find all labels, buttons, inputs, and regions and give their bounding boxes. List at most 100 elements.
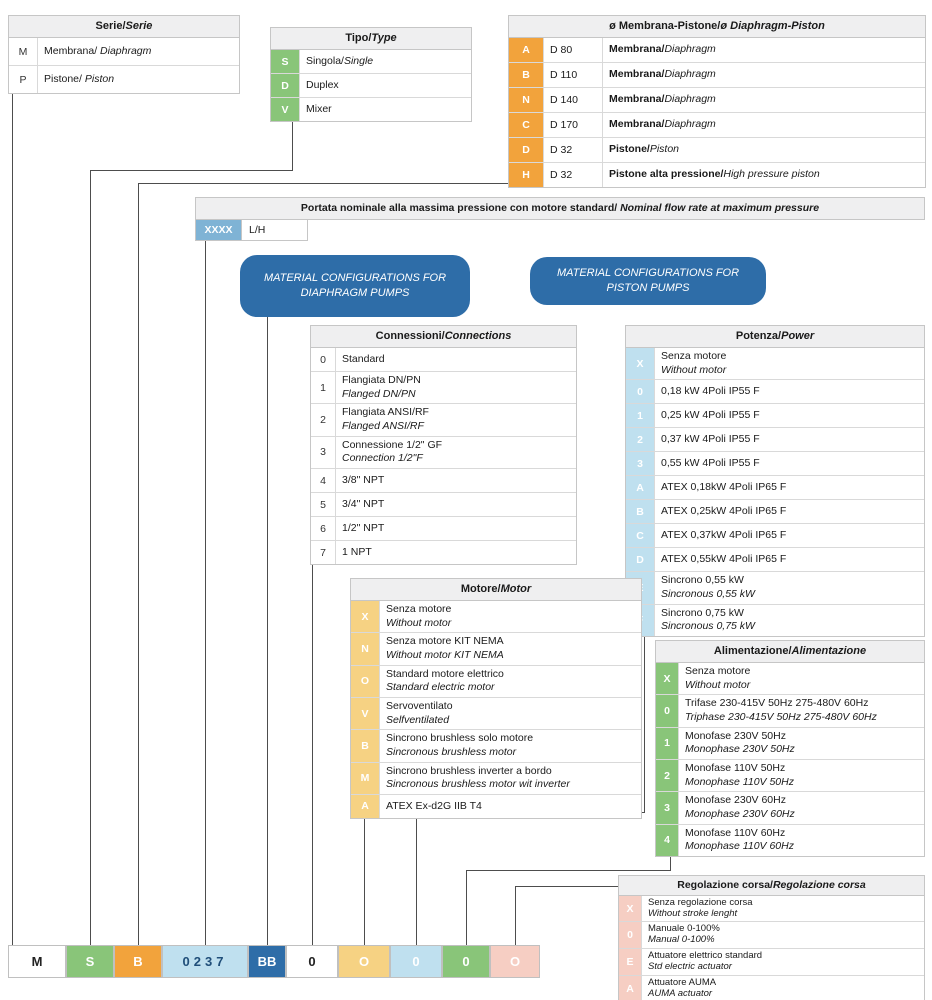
table-row: 0 Manuale 0-100% Manual 0-100% xyxy=(619,921,924,949)
description-cell: 3/4" NPT xyxy=(342,497,385,510)
table-row: V Servoventilato Selfventilated xyxy=(351,697,641,730)
example-code-stroke: O xyxy=(490,945,540,978)
header-text-en: Connections xyxy=(444,330,512,342)
connector-tipo-vertical xyxy=(90,170,91,945)
code-cell: 0 xyxy=(626,380,655,404)
table-row: A ATEX Ex-d2G IIB T4 xyxy=(351,793,641,818)
description-cell: Mixer xyxy=(306,102,332,115)
table-row: C ATEX 0,37kW 4Poli IP65 F xyxy=(626,523,924,548)
header-text-it: Alimentazione/ xyxy=(713,645,792,657)
table-row: A D 80 Membrana/Diaphragm xyxy=(509,38,925,63)
power-supply-table: Alimentazione/Alimentazione X Senza moto… xyxy=(655,640,925,857)
description-cell: Membrana/ Diaphragm xyxy=(44,44,152,57)
connector-potenza-drop xyxy=(644,612,645,813)
description-cell: Pistone/Piston xyxy=(609,143,680,156)
description-cell: 1 NPT xyxy=(342,545,372,558)
motor-table-header: Motore/Motor xyxy=(351,579,641,602)
table-row: S Singola/Single xyxy=(271,50,471,74)
header-text-it: ø Membrana-Pistone/ xyxy=(609,20,721,32)
table-row: 1 Flangiata DN/PN Flanged DN/PN xyxy=(311,371,576,404)
description-cell: Membrana/Diaphragm xyxy=(609,93,716,106)
table-row: 1 0,25 kW 4Poli IP55 F xyxy=(626,403,924,428)
flow-rate-row: XXXX L/H xyxy=(195,219,925,241)
code-cell: 1 xyxy=(656,727,679,760)
table-row: X Senza regolazione corsa Without stroke… xyxy=(619,895,924,922)
description-cell: 0,37 kW 4Poli IP55 F xyxy=(661,433,760,446)
diaphragm-material-callout: MATERIAL CONFIGURATIONS FOR DIAPHRAGM PU… xyxy=(240,255,470,317)
description-cell: Singola/Single xyxy=(306,54,374,67)
connector-connessioni xyxy=(312,535,313,945)
table-row: H D 32 Pistone alta pressione/High press… xyxy=(509,162,925,188)
table-row: X Senza motore Without motor xyxy=(626,348,924,380)
code-cell: X xyxy=(619,895,642,922)
table-row: 2 0,37 kW 4Poli IP55 F xyxy=(626,427,924,452)
serie-table-header: Serie/Serie xyxy=(9,16,239,39)
code-cell: O xyxy=(351,665,380,698)
code-cell: X xyxy=(351,601,380,633)
piston-material-callout: MATERIAL CONFIGURATIONS FOR PISTON PUMPS xyxy=(530,257,766,305)
description-cell: Servoventilato Selfventilated xyxy=(386,700,453,726)
code-cell: D xyxy=(509,138,544,163)
header-text-it: Motore/ xyxy=(460,583,501,595)
connector-material-config xyxy=(267,295,268,945)
flow-rate-header: Portata nominale alla massima pressione … xyxy=(195,197,925,220)
code-cell: 2 xyxy=(311,404,336,436)
description-cell: Senza motore Without motor xyxy=(661,350,727,376)
header-text-en: Alimentazione xyxy=(791,645,867,657)
header-text-it: Tipo/ xyxy=(345,32,372,44)
example-code-material: BB xyxy=(248,945,286,978)
example-code-power: 0 xyxy=(390,945,442,978)
serie-table: Serie/Serie M Membrana/ Diaphragm P Pist… xyxy=(8,15,240,95)
connector-motore xyxy=(364,790,365,945)
description-cell: Senza motore Without motor xyxy=(386,603,452,629)
connector-regolazione-vertical xyxy=(515,886,516,945)
table-row: C D 170 Membrana/Diaphragm xyxy=(509,112,925,138)
code-cell: 7 xyxy=(311,541,336,565)
table-row: A Attuatore AUMA AUMA actuator xyxy=(619,975,924,1000)
table-row: 4 Monofase 110V 60Hz Monophase 110V 60Hz xyxy=(656,823,924,856)
description-cell: Connessione 1/2" GF Connection 1/2"F xyxy=(342,438,443,465)
code-cell: X xyxy=(656,663,679,695)
table-row: X Senza motore Without motor xyxy=(656,663,924,695)
description-cell: Flangiata ANSI/RF Flanged ANSI/RF xyxy=(342,406,429,433)
diaphragm-piston-table-header: ø Membrana-Pistone/ø Diaphragm-Piston xyxy=(509,16,925,39)
power-table: Potenza/Power X Senza motore Without mot… xyxy=(625,325,925,638)
table-row: N Senza motore KIT NEMA Without motor KI… xyxy=(351,632,641,665)
connector-tipo-horizontal xyxy=(90,170,293,171)
tipo-table-header: Tipo/Type xyxy=(271,28,471,51)
description-cell: Attuatore elettrico standard Std electri… xyxy=(648,950,763,973)
table-row: 4 3/8" NPT xyxy=(311,468,576,493)
table-row: 0 0,18 kW 4Poli IP55 F xyxy=(626,379,924,404)
table-row: A ATEX 0,18kW 4Poli IP65 F xyxy=(626,475,924,500)
code-cell: V xyxy=(351,698,380,730)
description-cell: Sincrono 0,75 kW Sincronous 0,75 kW xyxy=(661,606,755,633)
tipo-table: Tipo/Type S Singola/Single D Duplex V Mi… xyxy=(270,27,472,123)
table-row: M Sincrono brushless inverter a bordo Si… xyxy=(351,761,641,794)
description-cell: Pistone/ Piston xyxy=(44,72,115,85)
description-cell: 3/8" NPT xyxy=(342,473,385,486)
code-cell: H xyxy=(509,163,544,188)
code-cell: V xyxy=(271,98,300,122)
flow-unit-cell: L/H xyxy=(242,219,308,241)
description-cell: Manuale 0-100% Manual 0-100% xyxy=(648,923,720,946)
code-cell: B xyxy=(509,63,544,88)
table-row: M Membrana/ Diaphragm xyxy=(9,38,239,66)
table-row: O Standard motore elettrico Standard ele… xyxy=(351,664,641,698)
code-cell: 2 xyxy=(626,428,655,452)
table-row: 0 Trifase 230-415V 50Hz 275-480V 60Hz Tr… xyxy=(656,694,924,727)
connector-potenza-vertical xyxy=(416,812,417,945)
description-cell: Monofase 230V 50Hz Monophase 230V 50Hz xyxy=(685,729,795,756)
stroke-adjustment-table-header: Regolazione corsa/Regolazione corsa xyxy=(619,876,924,896)
table-row: P Pistone/ Piston xyxy=(9,65,239,94)
stroke-adjustment-table: Regolazione corsa/Regolazione corsa X Se… xyxy=(618,875,925,1000)
table-row: B ATEX 0,25kW 4Poli IP65 F xyxy=(626,499,924,524)
code-cell: 4 xyxy=(656,824,679,856)
description-cell: 0,18 kW 4Poli IP55 F xyxy=(661,385,760,398)
code-cell: D xyxy=(271,74,300,98)
code-cell: P xyxy=(9,66,38,94)
table-row: 2 Monofase 110V 50Hz Monophase 110V 50Hz xyxy=(656,759,924,792)
description-cell: Standard xyxy=(342,352,385,365)
connector-regolazione-horizontal xyxy=(515,886,619,887)
description-cell: Senza motore Without motor xyxy=(685,665,751,691)
